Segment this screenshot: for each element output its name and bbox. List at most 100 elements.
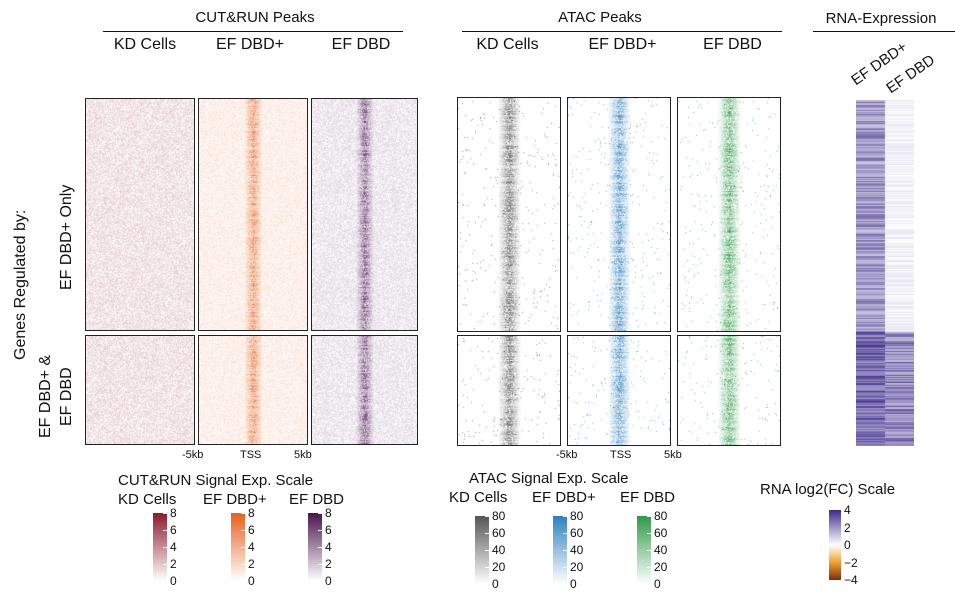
colorbar-tick-mark: [647, 567, 651, 568]
atac-dbdplus-top-heatmap: [567, 97, 671, 332]
atac-xtick-right: 5kb: [664, 449, 682, 461]
cutrun-xtick-right: 5kb: [294, 449, 312, 461]
rna-header: RNA-Expression: [825, 10, 937, 27]
cutrun-header-rule: [103, 31, 403, 32]
colorbar-tick-label: 60: [654, 526, 668, 540]
atac-kd-top-heatmap: [457, 97, 561, 332]
cutrun-dbd-bottom-heatmap: [311, 335, 418, 445]
row-group-top-label: EF DBD+ Only: [58, 184, 75, 290]
atac-scale-dbdplus: EF DBD+: [532, 489, 596, 506]
cutrun-scale-dbd: EF DBD: [289, 491, 345, 508]
cutrun-kd-bottom-heatmap: [85, 335, 195, 445]
atac-col-dbd: EF DBD: [703, 36, 762, 53]
colorbar-tick-mark: [163, 581, 167, 582]
colorbar-tick-mark: [485, 533, 489, 534]
atac-header: ATAC Peaks: [558, 9, 642, 26]
atac-dbd-bottom-heatmap: [677, 335, 781, 446]
atac-col-kd: KD Cells: [476, 36, 539, 53]
colorbar-tick-label: 4: [325, 540, 332, 554]
colorbar-tick-mark: [563, 516, 567, 517]
colorbar-tick-mark: [647, 584, 651, 585]
cutrun-kd-top-heatmap: [85, 98, 195, 331]
atac-scale-kd: KD Cells: [449, 489, 508, 506]
cutrun-header: CUT&RUN Peaks: [195, 9, 315, 26]
cutrun-xtick-center: TSS: [240, 449, 262, 461]
colorbar-tick-label: 2: [170, 557, 177, 571]
colorbar-tick-mark: [241, 581, 245, 582]
atac-kd-bottom-heatmap: [457, 335, 561, 446]
cutrun-dbdplus-bottom-heatmap: [198, 335, 308, 445]
colorbar-tick-label: 8: [170, 506, 177, 520]
cutrun-scale-kd: KD Cells: [118, 491, 177, 508]
colorbar-tick-mark: [318, 564, 322, 565]
colorbar-tick-mark: [163, 530, 167, 531]
colorbar-tick-label: 80: [570, 509, 584, 523]
cutrun-dbd-top-heatmap: [311, 98, 418, 331]
colorbar-tick-label: 8: [325, 506, 332, 520]
colorbar-tick-label: 8: [248, 506, 255, 520]
colorbar-tick-mark: [163, 547, 167, 548]
colorbar-tick-mark: [241, 547, 245, 548]
colorbar-tick-label: 4: [248, 540, 255, 554]
colorbar-tick-label: 0: [492, 577, 499, 591]
rna-colorbar-tick-label: 4: [844, 503, 851, 517]
row-group-title: Genes Regulated by:: [12, 209, 29, 360]
colorbar-tick-mark: [163, 513, 167, 514]
colorbar-tick-label: 0: [170, 574, 177, 588]
row-group-bottom-label-1: EF DBD+ &: [37, 354, 54, 438]
colorbar-tick-label: 40: [570, 543, 584, 557]
rna-colorbar-tick-label: 0: [844, 538, 851, 552]
cutrun-col-dbdplus: EF DBD+: [215, 36, 284, 53]
row-group-bottom-label-2: EF DBD: [58, 367, 75, 426]
colorbar-tick-label: 0: [654, 577, 661, 591]
colorbar-tick-label: 60: [570, 526, 584, 540]
atac-dbdplus-bottom-heatmap: [567, 335, 671, 446]
cutrun-col-kd: KD Cells: [113, 36, 177, 53]
colorbar-tick-label: 4: [170, 540, 177, 554]
atac-col-dbdplus: EF DBD+: [588, 36, 657, 53]
atac-dbd-top-heatmap: [677, 97, 781, 332]
colorbar-tick-label: 6: [248, 523, 255, 537]
rna-colorbar-tick-label: −4: [844, 573, 858, 587]
colorbar-tick-label: 0: [570, 577, 577, 591]
colorbar-tick-mark: [647, 533, 651, 534]
colorbar-tick-label: 6: [325, 523, 332, 537]
rna-colorbar-tick-label: 2: [844, 521, 851, 535]
atac-scale-title: ATAC Signal Exp. Scale: [469, 470, 629, 487]
cutrun-dbdplus-top-heatmap: [198, 98, 308, 331]
colorbar-tick-mark: [485, 584, 489, 585]
cutrun-scale-dbdplus: EF DBD+: [203, 491, 267, 508]
colorbar-tick-label: 2: [248, 557, 255, 571]
colorbar-tick-mark: [241, 513, 245, 514]
colorbar-tick-mark: [485, 550, 489, 551]
colorbar-tick-label: 0: [325, 574, 332, 588]
colorbar-tick-mark: [318, 530, 322, 531]
colorbar-tick-mark: [647, 516, 651, 517]
colorbar-tick-mark: [563, 584, 567, 585]
atac-scale-dbd: EF DBD: [620, 489, 676, 506]
colorbar-tick-mark: [241, 564, 245, 565]
atac-header-rule: [462, 31, 782, 32]
colorbar-tick-mark: [563, 533, 567, 534]
atac-xtick-center: TSS: [610, 449, 632, 461]
colorbar-tick-mark: [318, 513, 322, 514]
colorbar-tick-label: 80: [654, 509, 668, 523]
colorbar-tick-mark: [318, 581, 322, 582]
colorbar-tick-mark: [163, 564, 167, 565]
colorbar-tick-mark: [485, 567, 489, 568]
colorbar-tick-mark: [318, 547, 322, 548]
colorbar-tick-mark: [647, 550, 651, 551]
colorbar-tick-label: 40: [654, 543, 668, 557]
rna-scale-title: RNA log2(FC) Scale: [760, 481, 896, 498]
colorbar-tick-mark: [563, 550, 567, 551]
cutrun-xtick-left: -5kb: [182, 449, 204, 461]
colorbar-tick-label: 60: [492, 526, 506, 540]
rna-expression-heatmap: [856, 100, 914, 446]
cutrun-col-dbd: EF DBD: [331, 36, 391, 53]
colorbar-tick-mark: [485, 516, 489, 517]
atac-xtick-left: -5kb: [556, 449, 578, 461]
colorbar-tick-label: 6: [170, 523, 177, 537]
colorbar-tick-mark: [563, 567, 567, 568]
colorbar-tick-label: 80: [492, 509, 506, 523]
colorbar-tick-mark: [241, 530, 245, 531]
